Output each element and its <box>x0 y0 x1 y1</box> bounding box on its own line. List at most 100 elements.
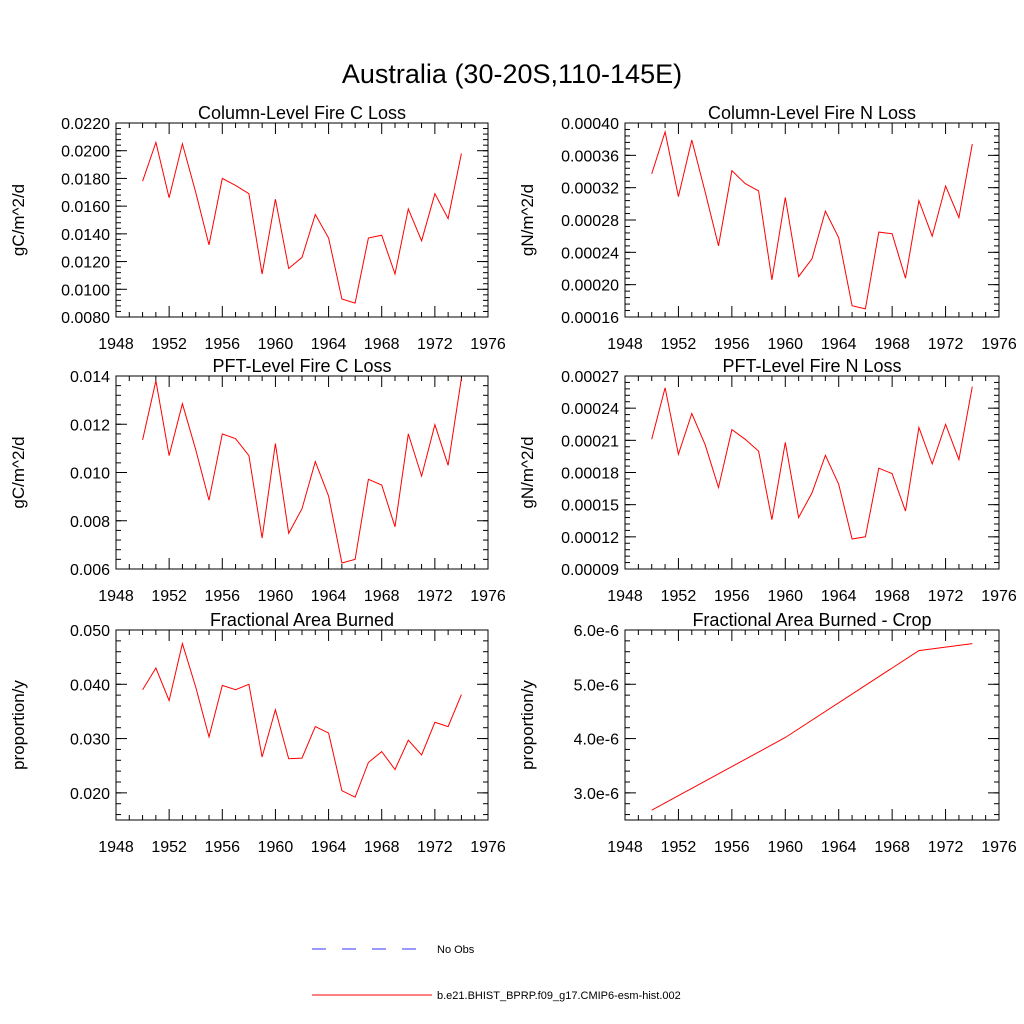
panel-title: PFT-Level Fire C Loss <box>212 356 391 376</box>
panel-title: Column-Level Fire C Loss <box>198 103 406 123</box>
x-tick-label: 1964 <box>311 588 347 605</box>
x-tick-label: 1952 <box>151 336 187 353</box>
x-tick-label: 1968 <box>874 336 910 353</box>
x-tick-label: 1960 <box>767 336 803 353</box>
y-tick-label: 0.0160 <box>61 199 110 216</box>
y-axis-label: gN/m^2/d <box>518 436 537 508</box>
y-axis-label: gC/m^2/d <box>9 184 28 256</box>
legend: No Obs b.e21.BHIST_BPRP.f09_g17.CMIP6-es… <box>312 944 681 1002</box>
series-line-1 <box>142 378 462 564</box>
panel-5: Fractional Area Burned proportion/y 1948 19… <box>9 610 506 856</box>
x-tick-label: 1960 <box>258 336 294 353</box>
y-tick-label: 0.0200 <box>61 144 110 161</box>
x-tick-label: 1956 <box>714 336 750 353</box>
x-tick-label: 1948 <box>607 588 643 605</box>
panel-title: Column-Level Fire N Loss <box>708 103 916 123</box>
panel-4: PFT-Level Fire N Loss gN/m^2/d 1948 1952 195… <box>518 356 1017 605</box>
y-tick-label: 0.040 <box>70 677 110 694</box>
series-line-1 <box>651 129 973 310</box>
x-tick-label: 1948 <box>607 336 643 353</box>
x-tick-label: 1976 <box>981 588 1017 605</box>
x-tick-label: 1964 <box>821 336 857 353</box>
y-tick-label: 0.050 <box>70 623 110 640</box>
y-axis-label: gC/m^2/d <box>9 436 28 508</box>
x-tick-label: 1952 <box>151 839 187 856</box>
panel-6: Fractional Area Burned - Crop proportion/… <box>518 610 1017 856</box>
series-line-1 <box>142 140 462 304</box>
figure-title: Australia (30-20S,110-145E) <box>342 59 682 89</box>
x-tick-label: 1960 <box>258 839 294 856</box>
x-tick-label: 1956 <box>204 336 240 353</box>
y-tick-label: 0.030 <box>70 732 110 749</box>
x-tick-label: 1972 <box>417 839 453 856</box>
panels: Column-Level Fire C Loss gC/m^2/d 1948 1952… <box>9 103 1017 856</box>
x-tick-label: 1976 <box>470 839 506 856</box>
plot-frame <box>115 629 489 821</box>
x-tick-label: 1956 <box>714 839 750 856</box>
x-tick-label: 1952 <box>661 588 697 605</box>
panel-title: Fractional Area Burned - Crop <box>692 610 931 630</box>
legend-label-model: b.e21.BHIST_BPRP.f09_g17.CMIP6-esm-hist.… <box>437 990 681 1002</box>
series-line-1 <box>142 641 462 798</box>
y-tick-label: 6.0e-6 <box>574 623 619 640</box>
plot-frame <box>624 629 1000 821</box>
x-tick-label: 1948 <box>607 839 643 856</box>
x-tick-label: 1972 <box>928 336 964 353</box>
y-tick-label: 0.00040 <box>561 116 619 133</box>
y-tick-label: 0.00012 <box>561 530 619 547</box>
x-tick-label: 1948 <box>98 336 134 353</box>
y-axis-label: proportion/y <box>9 680 28 770</box>
y-tick-label: 0.00020 <box>561 278 619 295</box>
x-tick-label: 1968 <box>364 588 400 605</box>
y-tick-label: 0.00016 <box>561 310 619 327</box>
y-tick-label: 0.00018 <box>561 466 619 483</box>
legend-label-no-obs: No Obs <box>437 944 475 956</box>
plot-frame <box>115 375 489 570</box>
y-tick-label: 0.012 <box>70 417 110 434</box>
y-tick-label: 0.00036 <box>561 148 619 165</box>
x-tick-label: 1952 <box>661 839 697 856</box>
x-tick-label: 1964 <box>821 588 857 605</box>
y-tick-label: 4.0e-6 <box>574 732 619 749</box>
x-tick-label: 1956 <box>714 588 750 605</box>
x-tick-label: 1964 <box>311 839 347 856</box>
x-tick-label: 1964 <box>311 336 347 353</box>
y-tick-label: 0.00024 <box>561 401 619 418</box>
x-tick-label: 1960 <box>767 839 803 856</box>
x-tick-label: 1976 <box>981 336 1017 353</box>
y-tick-label: 0.00028 <box>561 213 619 230</box>
x-tick-label: 1976 <box>470 336 506 353</box>
x-tick-label: 1972 <box>928 839 964 856</box>
y-tick-label: 0.00021 <box>561 433 619 450</box>
x-tick-label: 1976 <box>470 588 506 605</box>
y-tick-label: 0.0080 <box>61 310 110 327</box>
y-tick-label: 3.0e-6 <box>574 786 619 803</box>
x-tick-label: 1972 <box>417 588 453 605</box>
plot-frame <box>624 375 1000 570</box>
panel-title: PFT-Level Fire N Loss <box>722 356 901 376</box>
panel-title: Fractional Area Burned <box>210 610 394 630</box>
series-line-1 <box>651 386 973 540</box>
panel-2: Column-Level Fire N Loss gN/m^2/d 1948 1952… <box>518 103 1017 353</box>
y-tick-label: 0.006 <box>70 562 110 579</box>
y-tick-label: 5.0e-6 <box>574 677 619 694</box>
series-line-1 <box>651 643 973 811</box>
y-tick-label: 0.008 <box>70 514 110 531</box>
x-tick-label: 1948 <box>98 588 134 605</box>
x-tick-label: 1964 <box>821 839 857 856</box>
x-tick-label: 1956 <box>204 588 240 605</box>
x-tick-label: 1948 <box>98 839 134 856</box>
y-tick-label: 0.00009 <box>561 562 619 579</box>
y-tick-label: 0.0140 <box>61 227 110 244</box>
x-tick-label: 1956 <box>204 839 240 856</box>
plot-frame <box>115 122 489 318</box>
y-tick-label: 0.0220 <box>61 116 110 133</box>
y-tick-label: 0.020 <box>70 786 110 803</box>
x-tick-label: 1960 <box>767 588 803 605</box>
y-tick-label: 0.00032 <box>561 181 619 198</box>
x-tick-label: 1968 <box>874 839 910 856</box>
x-tick-label: 1968 <box>364 839 400 856</box>
y-tick-label: 0.00024 <box>561 245 619 262</box>
y-axis-label: gN/m^2/d <box>518 184 537 256</box>
